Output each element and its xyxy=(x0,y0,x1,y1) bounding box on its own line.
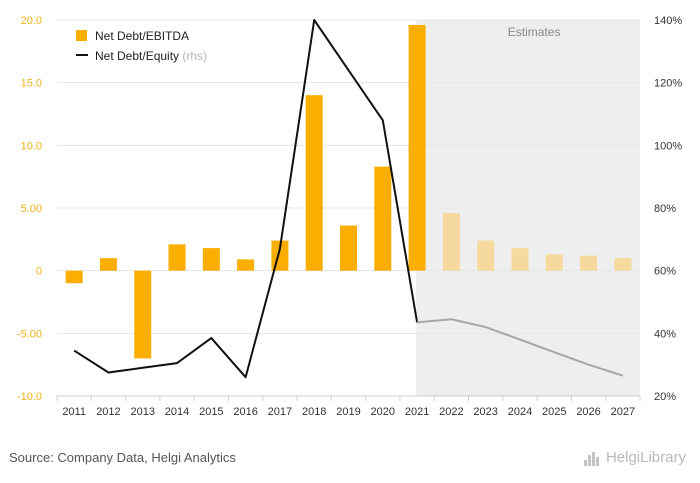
bar-2025 xyxy=(545,254,563,271)
left-axis-tick-label: 0 xyxy=(36,266,42,278)
legend-swatch-bar xyxy=(76,30,87,41)
bar-2014 xyxy=(168,244,186,271)
x-axis-tick-label: 2025 xyxy=(542,406,566,418)
legend-label-net-debt-equity: Net Debt/Equity (rhs) xyxy=(95,49,207,63)
right-axis-tick-label: 140% xyxy=(654,15,682,27)
left-axis: 20.0 15.0 10.0 5.00 0 -5.00 -10.0 xyxy=(17,15,42,403)
legend-label-net-debt-ebitda: Net Debt/EBITDA xyxy=(95,29,189,43)
bar-2012 xyxy=(99,258,117,271)
right-axis-tick-label: 80% xyxy=(654,203,676,215)
bar-2019 xyxy=(340,225,357,271)
x-axis: 2011 2012 2013 2014 2015 2016 2017 2018 2019 2020… xyxy=(56,395,641,418)
legend: Net Debt/EBITDA Net Debt/Equity (rhs) xyxy=(76,29,207,63)
left-axis-tick-label: -5.00 xyxy=(17,328,42,340)
right-axis-tick-label: 100% xyxy=(654,140,682,152)
library-icon xyxy=(583,450,602,466)
bar-series-net-debt-ebitda xyxy=(65,25,632,359)
x-axis-tick-label: 2011 xyxy=(62,406,86,418)
right-axis: 140% 120% 100% 80% 60% 40% 20% xyxy=(654,15,682,403)
right-axis-tick-label: 40% xyxy=(654,328,676,340)
bar-2023 xyxy=(477,240,495,271)
x-axis-tick-label: 2027 xyxy=(611,406,635,418)
line-estimate xyxy=(416,318,624,377)
bar-2011 xyxy=(65,270,83,284)
x-axis-tick-label: 2023 xyxy=(473,406,497,418)
brand-name: HelgiLibrary xyxy=(605,449,686,466)
source-note: Source: Company Data, Helgi Analytics xyxy=(9,450,236,465)
left-axis-tick-label: 5.00 xyxy=(21,203,42,215)
x-axis-tick-label: 2014 xyxy=(165,406,189,418)
left-axis-tick-label: 15.0 xyxy=(21,78,42,90)
right-axis-tick-label: 120% xyxy=(654,78,682,90)
left-axis-tick-label: 10.0 xyxy=(21,140,42,152)
x-axis-tick-label: 2015 xyxy=(199,406,223,418)
bar-2021 xyxy=(408,25,426,271)
right-axis-tick-label: 60% xyxy=(654,266,676,278)
bar-2013 xyxy=(134,270,152,359)
x-axis-tick-label: 2020 xyxy=(371,406,395,418)
x-axis-tick-label: 2018 xyxy=(302,406,326,418)
bar-2015 xyxy=(202,248,220,271)
x-axis-tick-label: 2012 xyxy=(96,406,120,418)
x-axis-tick-label: 2022 xyxy=(439,406,463,418)
bar-2024 xyxy=(511,248,529,271)
brand-logo[interactable]: HelgiLibrary xyxy=(583,449,686,466)
estimates-label: Estimates xyxy=(508,25,561,39)
x-axis-tick-label: 2017 xyxy=(268,406,292,418)
x-axis-tick-label: 2019 xyxy=(336,406,360,418)
x-axis-tick-label: 2016 xyxy=(233,406,257,418)
line-series-net-debt-equity xyxy=(73,19,624,379)
x-axis-tick-label: 2013 xyxy=(130,406,154,418)
line-actual xyxy=(73,19,419,379)
bar-2022 xyxy=(442,213,460,271)
x-axis-tick-label: 2026 xyxy=(576,406,600,418)
bar-2020 xyxy=(374,166,392,271)
left-axis-tick-label: 20.0 xyxy=(21,15,42,27)
bar-2026 xyxy=(580,255,598,271)
bar-2027 xyxy=(614,258,632,271)
right-axis-tick-label: 20% xyxy=(654,391,676,403)
bar-2018 xyxy=(305,95,323,271)
combo-chart: Estimates 20.0 15.0 10.0 5.00 0 -5.00 -10.0 14… xyxy=(17,15,682,418)
bar-2016 xyxy=(237,259,255,271)
x-axis-tick-label: 2021 xyxy=(405,406,429,418)
left-axis-tick-label: -10.0 xyxy=(17,391,42,403)
x-axis-tick-label: 2024 xyxy=(508,406,532,418)
